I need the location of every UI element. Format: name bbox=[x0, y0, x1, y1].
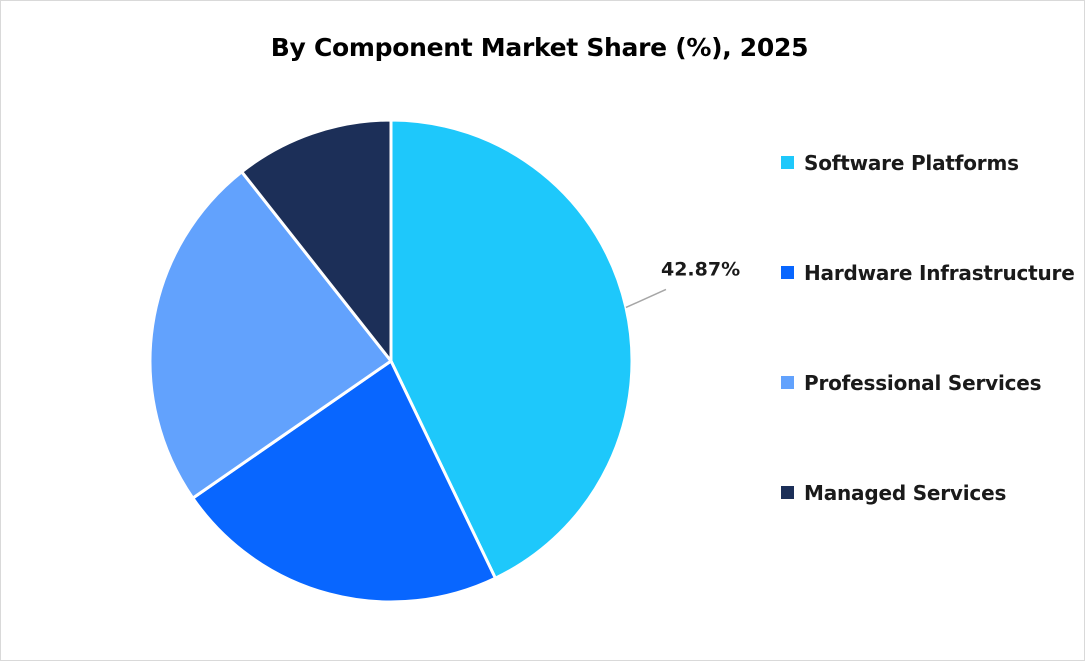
pie-slice-managed-services bbox=[240, 118, 393, 363]
data-label: 42.87% bbox=[661, 258, 740, 280]
legend-item: Software Platforms bbox=[781, 151, 1019, 175]
legend-item: Managed Services bbox=[781, 481, 1006, 505]
legend-swatch bbox=[781, 486, 794, 499]
legend-item: Hardware Infrastructure bbox=[781, 261, 1075, 285]
pie-slice-professional-services bbox=[148, 170, 393, 500]
legend-label: Professional Services bbox=[804, 371, 1042, 395]
pie-slice-software-platforms bbox=[389, 118, 634, 580]
legend-swatch bbox=[781, 266, 794, 279]
pie-slice-hardware-infrastructure bbox=[191, 359, 497, 604]
legend-swatch bbox=[781, 376, 794, 389]
legend-label: Managed Services bbox=[804, 481, 1007, 505]
chart-title: By Component Market Share (%), 2025 bbox=[270, 33, 809, 62]
legend-label: Hardware Infrastructure bbox=[804, 261, 1075, 285]
data-label-leader-line bbox=[625, 288, 667, 309]
legend-swatch bbox=[781, 156, 794, 169]
legend-label: Software Platforms bbox=[804, 151, 1019, 175]
legend-item: Professional Services bbox=[781, 371, 1042, 395]
